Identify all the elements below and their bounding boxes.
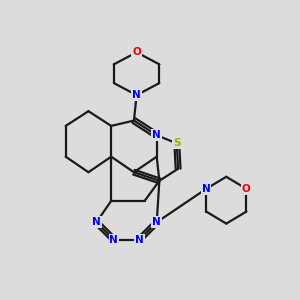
Text: O: O	[132, 47, 141, 57]
Text: N: N	[135, 235, 144, 245]
Text: N: N	[92, 217, 101, 227]
Text: O: O	[242, 184, 251, 194]
Text: N: N	[110, 235, 118, 245]
Text: N: N	[152, 130, 161, 140]
Text: N: N	[152, 217, 161, 227]
Text: N: N	[202, 184, 211, 194]
Text: S: S	[173, 138, 181, 148]
Text: N: N	[132, 90, 141, 100]
